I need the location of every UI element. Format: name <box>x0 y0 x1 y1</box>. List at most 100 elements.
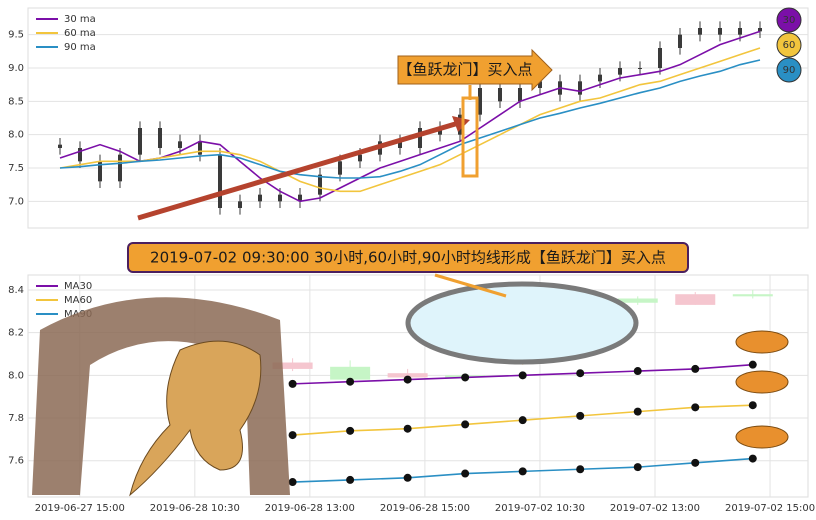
y-tick-label: 7.5 <box>8 163 24 174</box>
top-plot-area <box>27 7 809 229</box>
ma-point <box>518 416 527 425</box>
y-tick-label: 9.5 <box>8 30 24 41</box>
ma-point <box>576 465 585 474</box>
trend-arrow <box>137 119 463 221</box>
candle-body <box>732 294 773 297</box>
y-tick-label: 7.6 <box>8 456 24 467</box>
y-tick-label: 7.0 <box>8 196 24 207</box>
legend-label: MA60 <box>64 295 92 306</box>
ma-point <box>518 467 527 476</box>
y-tick-label: 8.0 <box>8 370 24 381</box>
candle-body <box>538 81 542 88</box>
candle-body <box>718 28 722 35</box>
ma-point <box>346 475 355 484</box>
ma-point <box>288 478 297 487</box>
candle-body <box>98 161 102 182</box>
y-tick-label: 8.2 <box>8 328 24 339</box>
legend-label: 60 ma <box>64 28 96 39</box>
ma-point <box>748 454 757 463</box>
candle-body <box>438 128 442 135</box>
ma-badge-label: 60 <box>783 40 796 51</box>
ma-badge-label: 90 <box>783 65 796 76</box>
ma-point <box>691 364 700 373</box>
ma-line <box>59 30 761 203</box>
candle-body <box>418 128 422 148</box>
ma-point <box>461 373 470 382</box>
ma-point <box>288 379 297 388</box>
title-pointer <box>434 273 507 298</box>
candle-body <box>518 88 522 102</box>
ma-badge-label: 30 <box>783 15 796 26</box>
x-tick-label: 2019-06-28 10:30 <box>150 503 240 514</box>
ma-point <box>633 407 642 416</box>
candle-body <box>198 141 202 155</box>
annotation: 【鱼跃龙门】买入点 <box>397 61 532 79</box>
candle-body <box>238 201 242 208</box>
legend-label: 90 ma <box>64 42 96 53</box>
candle-body <box>218 154 222 208</box>
y-tick-label: 8.5 <box>8 96 24 107</box>
legend-label: MA30 <box>64 281 92 292</box>
candle-body <box>738 28 742 35</box>
candle-body <box>358 154 362 162</box>
ma-badge <box>776 32 802 58</box>
ma-point <box>748 360 757 369</box>
y-tick-label: 7.8 <box>8 413 24 424</box>
candle-body <box>158 128 162 148</box>
x-tick-label: 2019-06-28 15:00 <box>380 503 470 514</box>
ma-point <box>403 473 412 482</box>
legend-label: 30 ma <box>64 14 96 25</box>
y-tick-label: 8.4 <box>8 285 24 296</box>
ma-point <box>288 431 297 440</box>
ma-badge <box>776 7 802 33</box>
ma-point <box>633 463 642 472</box>
ma-point <box>461 469 470 478</box>
candle-body <box>278 194 282 202</box>
ma-point <box>403 424 412 433</box>
ma-line <box>59 59 761 179</box>
ma-point <box>346 426 355 435</box>
candle-body <box>298 194 302 202</box>
decoration <box>32 48 789 497</box>
candle-body <box>272 362 313 369</box>
candle-body <box>498 88 502 102</box>
trend-arrow-head <box>452 116 470 132</box>
ma-point <box>691 403 700 412</box>
candle-body <box>138 128 142 155</box>
x-tick-label: 2019-06-28 13:00 <box>265 503 355 514</box>
candle-body <box>118 154 122 182</box>
candle-body <box>398 141 402 148</box>
candle-body <box>678 34 682 48</box>
candle-body <box>758 28 762 32</box>
x-tick-label: 2019-07-02 10:30 <box>495 503 585 514</box>
x-tick-label: 2019-07-02 13:00 <box>610 503 700 514</box>
ma-point <box>748 401 757 410</box>
candle-body <box>58 144 62 148</box>
fish-illustration <box>735 330 789 449</box>
candle-body <box>178 141 182 148</box>
candle-body <box>578 81 582 95</box>
annotation-box <box>397 48 553 92</box>
candle-body <box>330 366 371 380</box>
highlight-ellipse <box>405 281 639 365</box>
ma-badge <box>776 57 802 83</box>
chart-title: 2019-07-02 09:30:00 30小时,60小时,90小时均线形成【鱼… <box>150 249 666 267</box>
x-tick-label: 2019-06-27 15:00 <box>35 503 125 514</box>
ma-point <box>461 420 470 429</box>
dog-illustration <box>129 340 262 497</box>
candle-body <box>658 48 662 68</box>
candle-body <box>698 28 702 35</box>
ma-point <box>691 458 700 467</box>
candle-body <box>478 88 482 115</box>
title-box <box>127 242 689 273</box>
ma-point <box>346 377 355 386</box>
candle-body <box>258 194 262 202</box>
candle-body <box>598 74 602 82</box>
candle-body <box>387 373 428 378</box>
x-tick-label: 2019-07-02 15:00 <box>725 503 815 514</box>
ma-line <box>59 47 761 193</box>
candle-body <box>318 174 322 195</box>
ma-point <box>576 411 585 420</box>
ma-point <box>633 367 642 376</box>
candle-body <box>338 161 342 175</box>
